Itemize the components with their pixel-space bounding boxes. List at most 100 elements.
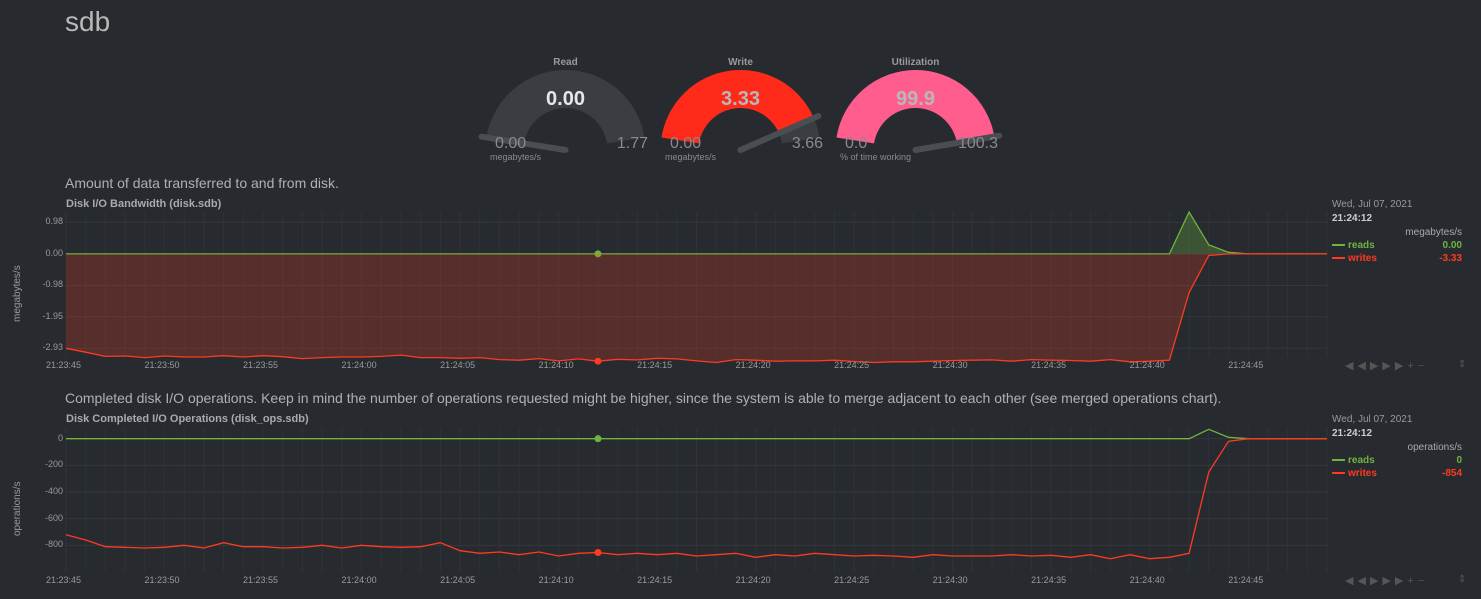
- x-tick-label: 21:24:30: [932, 360, 968, 370]
- fast-forward-icon[interactable]: ▶▶: [1382, 575, 1408, 587]
- legend-writes-label: writes: [1348, 468, 1377, 479]
- gauge-utilization: Utilization 99.9 0.0 100.3 % of time wor…: [828, 55, 1003, 165]
- legend-reads[interactable]: reads 0.00: [1332, 240, 1462, 251]
- gauge-read-dial: [478, 70, 645, 153]
- zoom-in-icon[interactable]: +: [1407, 360, 1418, 372]
- legend-writes[interactable]: writes -3.33: [1332, 253, 1462, 264]
- legend-unit: operations/s: [1407, 442, 1462, 453]
- x-tick-label: 21:24:35: [1031, 360, 1067, 370]
- gauge-min: 0.00: [495, 135, 527, 152]
- gauge-needle: [478, 133, 569, 153]
- reads-hover-point: [594, 250, 602, 258]
- gauge-write-dial: [661, 70, 822, 153]
- legend-date: Wed, Jul 07, 2021: [1332, 414, 1413, 425]
- writes-area: [66, 253, 1327, 363]
- writes-hover-point: [594, 357, 602, 365]
- zoom-in-icon[interactable]: +: [1407, 575, 1418, 587]
- legend-reads-label: reads: [1348, 240, 1375, 251]
- writes-series-line: [65, 253, 1327, 364]
- writes-hover-point: [594, 549, 602, 557]
- x-tick-label: 21:24:20: [735, 360, 771, 370]
- x-tick-label: 21:24:40: [1129, 575, 1165, 585]
- gauge-track: [486, 70, 645, 144]
- zoom-out-icon[interactable]: −: [1417, 360, 1429, 372]
- gauge-min: 0.0: [845, 135, 868, 152]
- gauge-fill: [661, 70, 814, 144]
- rewind-icon[interactable]: ◀◀: [1345, 360, 1370, 372]
- x-tick-label: 21:23:55: [243, 360, 279, 370]
- y-tick-label: 0.00: [45, 247, 63, 258]
- gauge-fill: [836, 70, 995, 144]
- y-tick-label: -400: [44, 486, 63, 496]
- legend-unit: megabytes/s: [1405, 227, 1462, 238]
- x-tick-label: 21:24:45: [1228, 360, 1264, 370]
- gauge-value: 99.9: [896, 88, 935, 110]
- gauge-value: 3.33: [721, 88, 760, 110]
- x-tick-label: 21:24:35: [1031, 575, 1067, 585]
- operations-chart-title: Disk Completed I/O Operations (disk_ops.…: [66, 413, 309, 425]
- legend-writes-label: writes: [1348, 253, 1377, 264]
- x-tick-label: 21:24:40: [1129, 360, 1165, 370]
- y-tick-label: -0.98: [42, 279, 63, 290]
- x-tick-label: 21:24:10: [538, 575, 574, 585]
- legend-date: Wed, Jul 07, 2021: [1332, 199, 1413, 210]
- resize-handle-icon[interactable]: ⇕: [1458, 359, 1467, 370]
- operations-controls: ◀◀▶▶▶+−: [1345, 574, 1428, 587]
- operations-description: Completed disk I/O operations. Keep in m…: [65, 390, 1222, 406]
- reads-swatch: [1332, 244, 1345, 247]
- reads-series-line: [66, 428, 1327, 440]
- reads-series-line: [66, 210, 1327, 255]
- x-tick-label: 21:23:45: [46, 575, 82, 585]
- y-tick-label: -600: [44, 512, 63, 523]
- reads-swatch: [1332, 459, 1345, 462]
- x-tick-label: 21:24:15: [637, 360, 673, 370]
- operations-legend: Wed, Jul 07, 2021 21:24:12 operations/s …: [1332, 414, 1462, 479]
- gauge-unit: megabytes/s: [490, 152, 542, 162]
- x-tick-label: 21:23:55: [243, 575, 279, 585]
- gauge-title: Read: [553, 57, 578, 68]
- legend-reads-value: 0.00: [1442, 240, 1462, 251]
- rewind-icon[interactable]: ◀◀: [1345, 575, 1370, 587]
- gauge-needle: [737, 112, 822, 153]
- gauge-unit: % of time working: [840, 152, 912, 162]
- legend-writes-value: -3.33: [1439, 253, 1462, 264]
- gauge-title: Write: [728, 57, 753, 68]
- x-tick-label: 21:23:45: [46, 360, 82, 370]
- legend-reads-value: 0: [1456, 455, 1462, 466]
- x-tick-label: 21:24:00: [341, 360, 377, 370]
- gauge-value: 0.00: [546, 88, 585, 110]
- play-icon[interactable]: ▶: [1369, 360, 1383, 372]
- legend-reads[interactable]: reads 0: [1332, 455, 1462, 466]
- resize-handle-icon[interactable]: ⇕: [1458, 574, 1467, 585]
- writes-series-line: [65, 438, 1327, 560]
- reads-hover-point: [594, 435, 602, 443]
- gauge-needle: [912, 132, 1003, 153]
- y-tick-label: -2.93: [42, 342, 63, 353]
- gauge-unit: megabytes/s: [665, 152, 717, 162]
- x-tick-label: 21:24:10: [538, 360, 574, 370]
- legend-writes[interactable]: writes -854: [1332, 468, 1462, 479]
- gauge-max: 1.77: [616, 135, 648, 152]
- x-tick-label: 21:23:50: [144, 360, 180, 370]
- x-tick-label: 21:24:25: [834, 575, 870, 585]
- gauge-utilization-dial: [836, 70, 1003, 153]
- gauge-read: Read 0.00 0.00 1.77 megabytes/s: [478, 55, 653, 165]
- y-tick-label: -800: [44, 539, 63, 550]
- writes-swatch: [1332, 257, 1345, 260]
- x-tick-label: 21:24:15: [637, 575, 673, 585]
- bandwidth-description: Amount of data transferred to and from d…: [65, 175, 339, 191]
- play-icon[interactable]: ▶: [1369, 575, 1383, 587]
- writes-swatch: [1332, 472, 1345, 475]
- y-tick-label: 0: [57, 432, 63, 443]
- y-tick-label: -1.95: [42, 310, 63, 321]
- zoom-out-icon[interactable]: −: [1417, 575, 1429, 587]
- legend-time: 21:24:12: [1332, 213, 1373, 224]
- gauge-title: Utilization: [891, 57, 940, 68]
- fast-forward-icon[interactable]: ▶▶: [1382, 360, 1408, 372]
- x-tick-label: 21:24:45: [1228, 575, 1264, 585]
- gauge-write: Write 3.33 0.00 3.66 megabytes/s: [653, 55, 828, 165]
- x-tick-label: 21:24:25: [834, 360, 870, 370]
- y-tick-label: 0.98: [45, 216, 63, 227]
